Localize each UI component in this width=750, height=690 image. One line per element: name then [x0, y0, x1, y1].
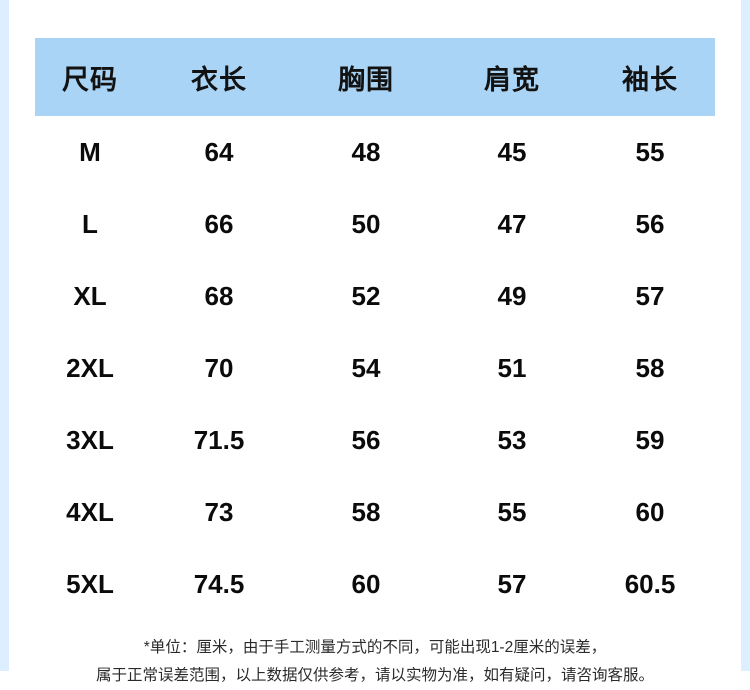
cell-length: 74.5 [145, 548, 293, 620]
footnote-line-2: 属于正常误差范围，以上数据仅供参考，请以实物为准，如有疑问，请咨询客服。 [95, 667, 654, 684]
size-chart-table: 尺码 衣长 胸围 肩宽 袖长 M 64 48 45 55 L 66 50 47 … [35, 38, 715, 620]
table-row: 2XL 70 54 51 58 [35, 332, 715, 404]
cell-sleeve: 59 [585, 404, 715, 476]
column-header-shoulder: 肩宽 [439, 38, 585, 116]
cell-bust: 48 [293, 116, 439, 188]
cell-length: 68 [145, 260, 293, 332]
cell-bust: 50 [293, 188, 439, 260]
cell-shoulder: 49 [439, 260, 585, 332]
cell-bust: 52 [293, 260, 439, 332]
cell-size: 3XL [35, 404, 145, 476]
column-header-length: 衣长 [145, 38, 293, 116]
cell-size: 2XL [35, 332, 145, 404]
table-row: L 66 50 47 56 [35, 188, 715, 260]
cell-length: 66 [145, 188, 293, 260]
cell-bust: 60 [293, 548, 439, 620]
cell-bust: 54 [293, 332, 439, 404]
cell-sleeve: 55 [585, 116, 715, 188]
cell-shoulder: 57 [439, 548, 585, 620]
cell-length: 70 [145, 332, 293, 404]
cell-size: 5XL [35, 548, 145, 620]
table-row: 4XL 73 58 55 60 [35, 476, 715, 548]
cell-shoulder: 55 [439, 476, 585, 548]
right-edge-strip [741, 0, 750, 671]
table-body: M 64 48 45 55 L 66 50 47 56 XL 68 52 49 … [35, 116, 715, 620]
size-chart: 尺码 衣长 胸围 肩宽 袖长 M 64 48 45 55 L 66 50 47 … [35, 38, 715, 684]
cell-size: L [35, 188, 145, 260]
table-row: M 64 48 45 55 [35, 116, 715, 188]
cell-shoulder: 53 [439, 404, 585, 476]
column-header-sleeve: 袖长 [585, 38, 715, 116]
cell-bust: 56 [293, 404, 439, 476]
cell-sleeve: 60.5 [585, 548, 715, 620]
table-row: 5XL 74.5 60 57 60.5 [35, 548, 715, 620]
cell-length: 64 [145, 116, 293, 188]
footnote-block: *单位：厘米，由于手工测量方式的不同，可能出现1-2厘米的误差， 属于正常误差范… [0, 634, 750, 690]
table-header: 尺码 衣长 胸围 肩宽 袖长 [35, 38, 715, 116]
cell-size: M [35, 116, 145, 188]
cell-sleeve: 57 [585, 260, 715, 332]
footnote-line-1: *单位：厘米，由于手工测量方式的不同，可能出现1-2厘米的误差， [143, 639, 607, 656]
cell-length: 71.5 [145, 404, 293, 476]
table-header-row: 尺码 衣长 胸围 肩宽 袖长 [35, 38, 715, 116]
cell-sleeve: 60 [585, 476, 715, 548]
cell-shoulder: 51 [439, 332, 585, 404]
table-row: XL 68 52 49 57 [35, 260, 715, 332]
cell-shoulder: 47 [439, 188, 585, 260]
cell-bust: 58 [293, 476, 439, 548]
cell-size: 4XL [35, 476, 145, 548]
cell-sleeve: 56 [585, 188, 715, 260]
column-header-size: 尺码 [35, 38, 145, 116]
column-header-bust: 胸围 [293, 38, 439, 116]
cell-shoulder: 45 [439, 116, 585, 188]
cell-sleeve: 58 [585, 332, 715, 404]
left-edge-strip [0, 0, 9, 671]
table-row: 3XL 71.5 56 53 59 [35, 404, 715, 476]
cell-size: XL [35, 260, 145, 332]
cell-length: 73 [145, 476, 293, 548]
